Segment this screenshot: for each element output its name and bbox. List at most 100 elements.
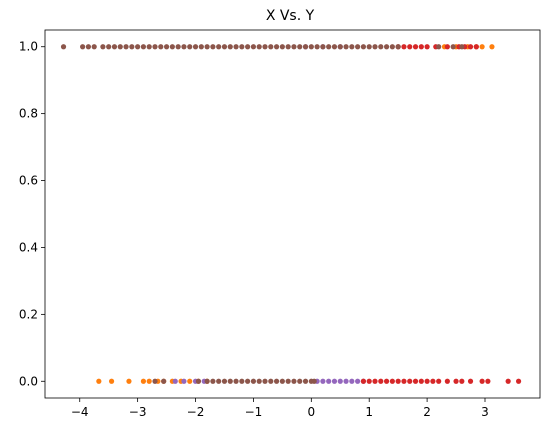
y-tick-label: 1.0 bbox=[19, 40, 38, 54]
scatter-point bbox=[383, 44, 390, 50]
scatter-point bbox=[262, 44, 268, 50]
scatter-point bbox=[349, 44, 355, 50]
x-tick-label: −4 bbox=[71, 405, 89, 419]
scatter-point bbox=[250, 44, 257, 50]
y-tick-label: 0.6 bbox=[19, 174, 38, 188]
scatter-point bbox=[233, 44, 239, 50]
scatter-point bbox=[140, 378, 147, 384]
scatter-point bbox=[430, 378, 436, 384]
scatter-point bbox=[126, 378, 132, 384]
scatter-point bbox=[216, 378, 222, 384]
scatter-point bbox=[297, 44, 303, 50]
scatter-point bbox=[378, 378, 384, 384]
scatter-point bbox=[146, 44, 152, 50]
scatter-point bbox=[297, 378, 303, 384]
scatter-point bbox=[152, 378, 158, 384]
scatter-point bbox=[407, 378, 413, 384]
scatter-point bbox=[273, 44, 280, 50]
y-axis: 0.0 0.2 0.4 0.6 0.8 1.0 bbox=[19, 40, 45, 388]
scatter-point bbox=[453, 378, 459, 384]
scatter-point bbox=[192, 44, 199, 50]
scatter-point bbox=[450, 44, 456, 50]
scatter-point bbox=[314, 44, 320, 50]
scatter-point bbox=[239, 378, 245, 384]
scatter-point bbox=[407, 44, 413, 50]
scatter-point bbox=[436, 378, 442, 384]
scatter-point bbox=[326, 378, 332, 384]
scatter-point bbox=[302, 44, 309, 50]
scatter-point bbox=[343, 378, 349, 384]
scatter-point bbox=[360, 378, 367, 384]
scatter-point bbox=[444, 378, 450, 384]
scatter-point bbox=[221, 44, 228, 50]
scatter-point bbox=[135, 44, 141, 50]
y-tick-label: 0.2 bbox=[19, 307, 38, 321]
scatter-point bbox=[80, 44, 86, 50]
scatter-point bbox=[245, 378, 251, 384]
scatter-point bbox=[473, 44, 479, 50]
scatter-point bbox=[331, 378, 338, 384]
scatter-point bbox=[436, 44, 442, 50]
scatter-point bbox=[210, 44, 216, 50]
scatter-point bbox=[181, 378, 187, 384]
scatter-point bbox=[60, 44, 67, 50]
scatter-point bbox=[158, 44, 164, 50]
x-axis: −4 −3 −2 −1 0 1 2 3 bbox=[71, 398, 489, 419]
scatter-point bbox=[117, 44, 123, 50]
scatter-point bbox=[302, 378, 309, 384]
scatter-point bbox=[412, 44, 419, 50]
scatter-point bbox=[279, 378, 285, 384]
scatter-point bbox=[169, 44, 175, 50]
scatter-point bbox=[273, 378, 280, 384]
scatter-point bbox=[467, 44, 474, 50]
scatter-point bbox=[227, 378, 233, 384]
scatter-point bbox=[308, 44, 314, 50]
y-tick-label: 0.4 bbox=[19, 240, 38, 254]
scatter-point bbox=[262, 378, 268, 384]
scatter-point bbox=[140, 44, 147, 50]
scatter-point bbox=[485, 378, 491, 384]
scatter-point bbox=[424, 378, 430, 384]
x-tick-label: 1 bbox=[365, 405, 373, 419]
scatter-point bbox=[479, 44, 485, 50]
scatter-point bbox=[424, 44, 430, 50]
x-tick-label: 3 bbox=[481, 405, 489, 419]
scatter-point bbox=[320, 378, 326, 384]
scatter-point bbox=[285, 44, 291, 50]
scatter-point bbox=[216, 44, 222, 50]
scatter-point bbox=[96, 378, 102, 384]
scatter-point bbox=[256, 378, 262, 384]
x-tick-label: −3 bbox=[129, 405, 147, 419]
scatter-point bbox=[268, 44, 274, 50]
scatter-point bbox=[343, 44, 349, 50]
scatter-point bbox=[85, 44, 92, 50]
scatter-point bbox=[221, 378, 228, 384]
scatter-point bbox=[326, 44, 332, 50]
scatter-point bbox=[489, 44, 495, 50]
scatter-point bbox=[467, 378, 474, 384]
scatter-point bbox=[355, 44, 361, 50]
scatter-point bbox=[187, 378, 193, 384]
y-tick-label: 0.0 bbox=[19, 374, 38, 388]
scatter-point bbox=[210, 378, 216, 384]
scatter-point bbox=[204, 44, 210, 50]
scatter-point bbox=[285, 378, 291, 384]
scatter-point bbox=[372, 44, 378, 50]
x-tick-label: −1 bbox=[245, 405, 263, 419]
scatter-point bbox=[331, 44, 338, 50]
scatter-point bbox=[108, 378, 115, 384]
scatter-point bbox=[172, 378, 178, 384]
scatter-point bbox=[401, 44, 407, 50]
scatter-point bbox=[337, 378, 343, 384]
scatter-point bbox=[195, 378, 202, 384]
scatter-point bbox=[418, 378, 424, 384]
scatter-point bbox=[418, 44, 424, 50]
scatter-point bbox=[152, 44, 158, 50]
scatter-point bbox=[175, 44, 181, 50]
scatter-point bbox=[106, 44, 112, 50]
x-tick-label: 2 bbox=[423, 405, 431, 419]
plot-area bbox=[60, 44, 522, 384]
scatter-point bbox=[349, 378, 355, 384]
scatter-point bbox=[337, 44, 343, 50]
